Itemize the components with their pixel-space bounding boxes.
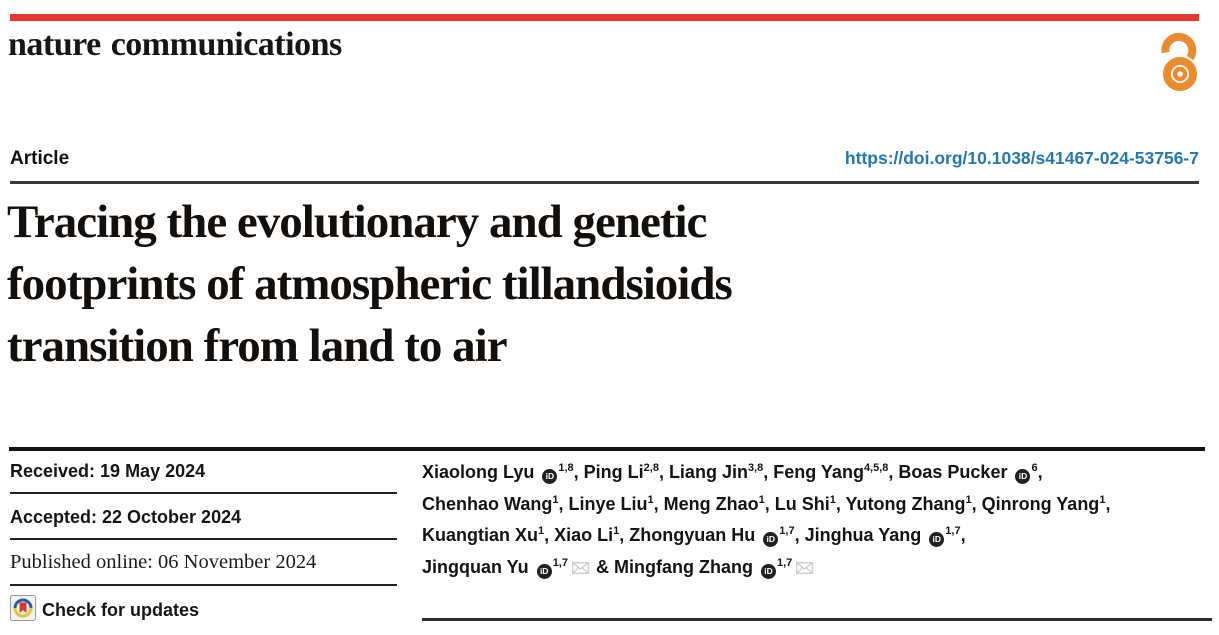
received-date: Received: 19 May 2024: [10, 461, 206, 481]
crossmark-icon: [10, 595, 36, 626]
check-for-updates-label: Check for updates: [42, 600, 200, 620]
article-rule: [10, 181, 1199, 184]
doi-link[interactable]: https://doi.org/10.1038/s41467-024-53756…: [844, 148, 1199, 168]
orcid-icon[interactable]: iD: [760, 563, 776, 579]
article-type-label: Article: [10, 148, 70, 169]
divider: [10, 538, 397, 540]
orcid-icon[interactable]: iD: [763, 532, 779, 547]
author-line: Xiaolong Lyu iD1,8, Ping Li2,8, Liang Ji…: [422, 462, 1043, 484]
header-divider-rule: [9, 447, 1205, 451]
title-line: footprints of atmospheric tillandsioids: [7, 258, 733, 310]
article-bar: Article https://doi.org/10.1038/s41467-0…: [10, 148, 1199, 170]
orcid-icon[interactable]: iD: [542, 469, 558, 484]
email-icon[interactable]: [572, 554, 589, 583]
journal-logo: nature communications: [8, 26, 342, 63]
published-date: Published online: 06 November 2024: [10, 551, 317, 573]
author-line: Jingquan Yu iD1,7 & Mingfang Zhang iD1,7: [422, 553, 1214, 585]
accepted-date: Accepted: 22 October 2024: [10, 507, 242, 527]
orcid-icon[interactable]: iD: [1015, 469, 1031, 484]
article-title: Tracing the evolutionary and genetic foo…: [7, 191, 1087, 377]
open-access-icon: [1156, 30, 1204, 94]
title-line: Tracing the evolutionary and genetic: [7, 196, 707, 248]
author-line: Kuangtian Xu1, Xiao Li1, Zhongyuan Hu iD…: [422, 525, 966, 547]
divider: [10, 584, 397, 586]
check-for-updates-button[interactable]: Check for updates: [10, 595, 199, 626]
orcid-icon[interactable]: iD: [929, 532, 945, 547]
divider: [10, 492, 397, 494]
brand-bar: [10, 14, 1199, 21]
email-icon[interactable]: [796, 554, 814, 583]
author-list: Xiaolong Lyu iD1,8, Ping Li2,8, Liang Ji…: [422, 458, 1214, 584]
title-line: transition from land to air: [7, 320, 508, 372]
author-line: Chenhao Wang1, Linye Liu1, Meng Zhao1, L…: [422, 493, 1111, 514]
orcid-icon[interactable]: iD: [536, 563, 552, 579]
author-block-rule: [422, 618, 1212, 621]
